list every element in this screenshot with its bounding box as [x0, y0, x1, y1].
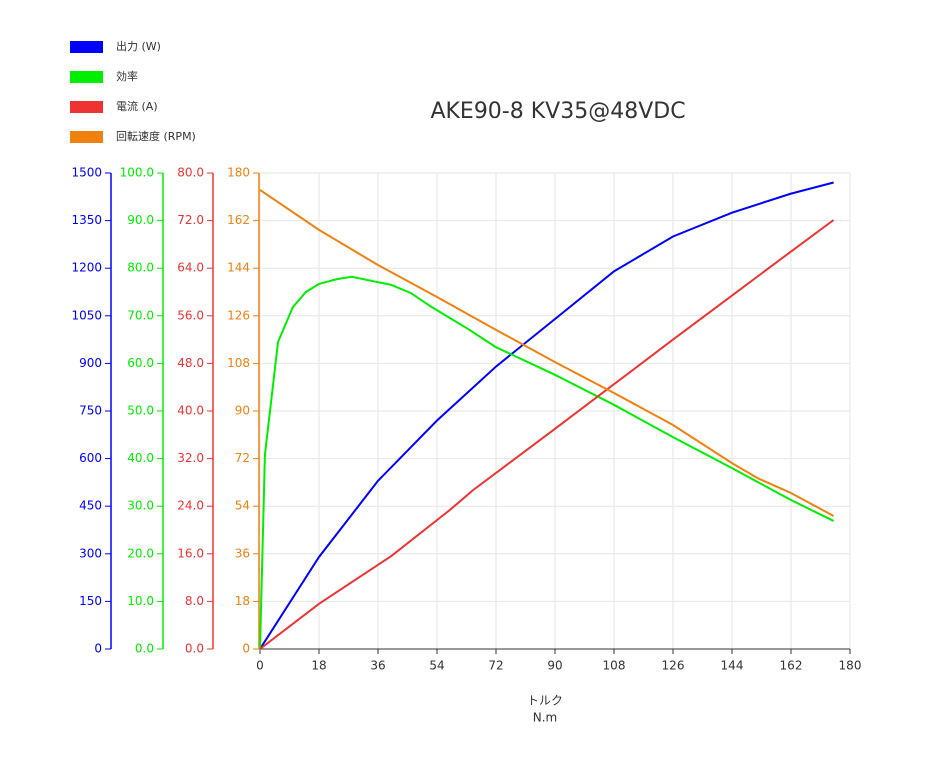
- y-tick-label: 144: [227, 261, 250, 275]
- y-tick-label: 72: [235, 451, 250, 465]
- y-tick-label: 0.0: [185, 642, 204, 656]
- y-tick-label: 90.0: [127, 213, 154, 227]
- series-line: [259, 275, 835, 650]
- y-tick-label: 8.0: [185, 594, 204, 608]
- x-tick-label: 144: [721, 659, 744, 673]
- x-tick-label: 108: [603, 659, 626, 673]
- y-tick-label: 30.0: [127, 499, 154, 513]
- y-tick-label: 1050: [71, 308, 102, 322]
- x-tick-label: 90: [547, 659, 562, 673]
- y-tick-label: 126: [227, 308, 250, 322]
- y-tick-label: 0: [94, 642, 102, 656]
- y-tick-label: 90: [235, 404, 250, 418]
- y-tick-label: 56.0: [177, 308, 204, 322]
- y-tick-label: 900: [79, 356, 102, 370]
- y-tick-label: 750: [79, 404, 102, 418]
- x-tick-label: 162: [780, 659, 803, 673]
- x-tick-label: 72: [488, 659, 503, 673]
- y-tick-label: 180: [227, 166, 250, 180]
- y-tick-label: 16.0: [177, 546, 204, 560]
- y-tick-label: 36: [235, 546, 250, 560]
- y-tick-label: 150: [79, 594, 102, 608]
- y-tick-label: 72.0: [177, 213, 204, 227]
- chart-title: AKE90-8 KV35@48VDC: [430, 99, 685, 124]
- y-tick-label: 60.0: [127, 356, 154, 370]
- y-tick-label: 162: [227, 213, 250, 227]
- y-tick-label: 32.0: [177, 451, 204, 465]
- y-tick-label: 70.0: [127, 308, 154, 322]
- series-line: [259, 181, 834, 650]
- legend-swatch: [70, 71, 103, 83]
- y-tick-label: 100.0: [120, 166, 154, 180]
- y-tick-label: 24.0: [177, 499, 204, 513]
- legend-swatch: [70, 101, 103, 113]
- y-tick-label: 80.0: [177, 166, 204, 180]
- y-tick-label: 18: [235, 594, 250, 608]
- y-tick-label: 600: [79, 451, 102, 465]
- y-tick-label: 54: [235, 499, 250, 513]
- series-line: [259, 219, 835, 650]
- x-tick-label: 126: [662, 659, 685, 673]
- x-tick-label: 180: [839, 659, 862, 673]
- x-tick-label: 54: [429, 659, 444, 673]
- x-axis-label: トルク: [527, 694, 563, 708]
- legend-label: 出力 (W): [116, 39, 161, 53]
- y-tick-label: 450: [79, 499, 102, 513]
- legend-label: 回転速度 (RPM): [116, 129, 196, 143]
- x-tick-label: 0: [256, 659, 264, 673]
- y-tick-label: 1500: [71, 166, 102, 180]
- y-tick-label: 1200: [71, 261, 102, 275]
- x-axis-label: N.m: [533, 711, 557, 725]
- y-tick-label: 300: [79, 546, 102, 560]
- y-tick-label: 40.0: [177, 404, 204, 418]
- y-tick-label: 48.0: [177, 356, 204, 370]
- y-tick-label: 40.0: [127, 451, 154, 465]
- y-tick-label: 0: [242, 642, 250, 656]
- series-line: [259, 189, 835, 517]
- y-tick-label: 50.0: [127, 404, 154, 418]
- y-tick-label: 1350: [71, 213, 102, 227]
- y-tick-label: 80.0: [127, 261, 154, 275]
- legend-swatch: [70, 41, 103, 53]
- y-tick-label: 64.0: [177, 261, 204, 275]
- y-tick-label: 108: [227, 356, 250, 370]
- x-tick-label: 18: [311, 659, 326, 673]
- y-tick-label: 20.0: [127, 546, 154, 560]
- y-tick-label: 0.0: [135, 642, 154, 656]
- legend-label: 効率: [116, 69, 138, 83]
- y-tick-label: 10.0: [127, 594, 154, 608]
- x-tick-label: 36: [370, 659, 385, 673]
- legend-label: 電流 (A): [116, 99, 158, 113]
- legend-swatch: [70, 131, 103, 143]
